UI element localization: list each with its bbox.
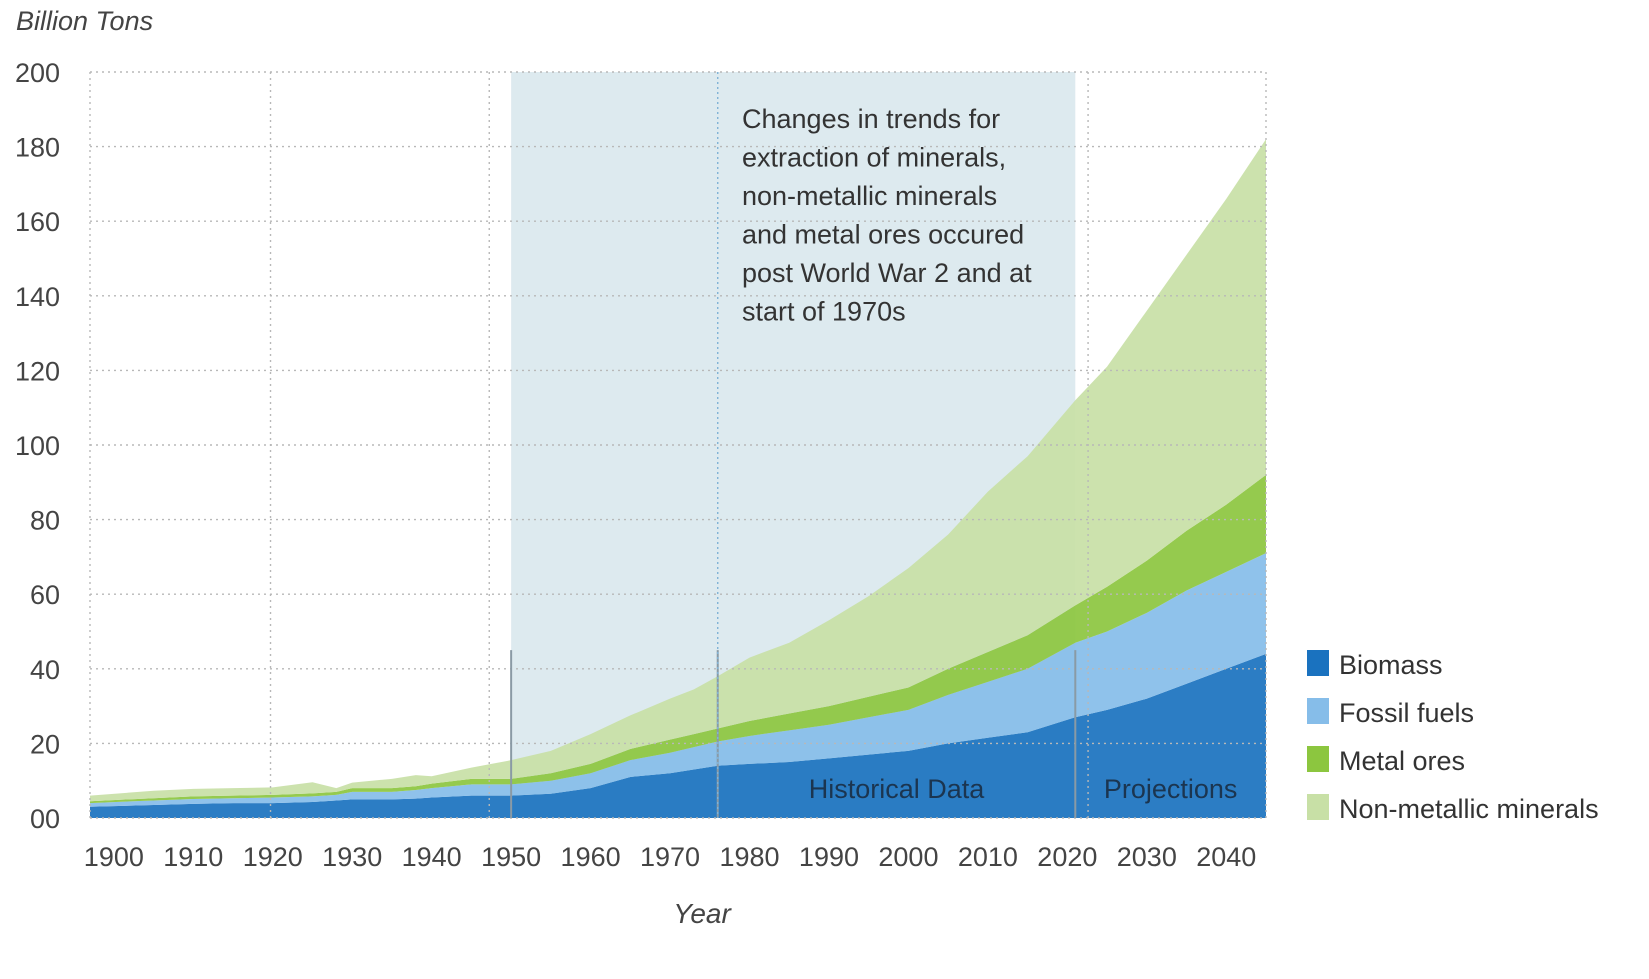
x-tick-label: 1940 [402,842,462,872]
x-tick-label: 1960 [561,842,621,872]
y-tick-label: 180 [15,133,60,163]
legend-swatch [1307,650,1329,676]
y-tick-label: 80 [30,506,60,536]
region-label-projections: Projections [1104,774,1238,804]
y-tick-label: 20 [30,729,60,759]
legend-label: Biomass [1339,650,1443,680]
x-tick-label: 2030 [1117,842,1177,872]
y-tick-label: 160 [15,207,60,237]
y-axis-title: Billion Tons [16,6,153,36]
region-label-historical-data: Historical Data [809,774,986,804]
annotation-line: non-metallic minerals [742,181,997,211]
annotation-line: post World War 2 and at [742,258,1032,288]
y-tick-label: 120 [15,356,60,386]
area-metal-ores [90,474,1266,804]
y-tick-label: 200 [15,58,60,88]
y-tick-label: 60 [30,580,60,610]
annotation-line: and metal ores occured [742,220,1024,250]
x-tick-label: 1900 [84,842,144,872]
legend-label: Fossil fuels [1339,698,1474,728]
x-tick-label: 2020 [1037,842,1097,872]
x-axis-title: Year [673,898,732,929]
y-tick-label: 40 [30,655,60,685]
legend-swatch [1307,698,1329,724]
x-tick-label: 1950 [481,842,541,872]
x-tick-label: 1970 [640,842,700,872]
area-biomass [90,653,1266,818]
x-tick-label: 2040 [1196,842,1256,872]
x-tick-label: 1930 [322,842,382,872]
legend-swatch [1307,746,1329,772]
legend-label: Metal ores [1339,746,1465,776]
x-tick-label: 1910 [163,842,223,872]
x-tick-label: 1990 [799,842,859,872]
legend-swatch [1307,794,1329,820]
annotation-line: Changes in trends for [742,104,1000,134]
area-fossil-fuels [90,553,1266,807]
x-tick-label: 1980 [719,842,779,872]
annotation-line: extraction of minerals, [742,143,1006,173]
x-tick-label: 2010 [958,842,1018,872]
y-tick-label: 00 [30,804,60,834]
x-tick-label: 1920 [243,842,303,872]
x-tick-label: 2000 [878,842,938,872]
y-tick-label: 100 [15,431,60,461]
legend-label: Non-metallic minerals [1339,794,1599,824]
area-non-metallic-minerals [90,139,1266,802]
annotation-line: start of 1970s [742,297,906,327]
y-tick-label: 140 [15,282,60,312]
